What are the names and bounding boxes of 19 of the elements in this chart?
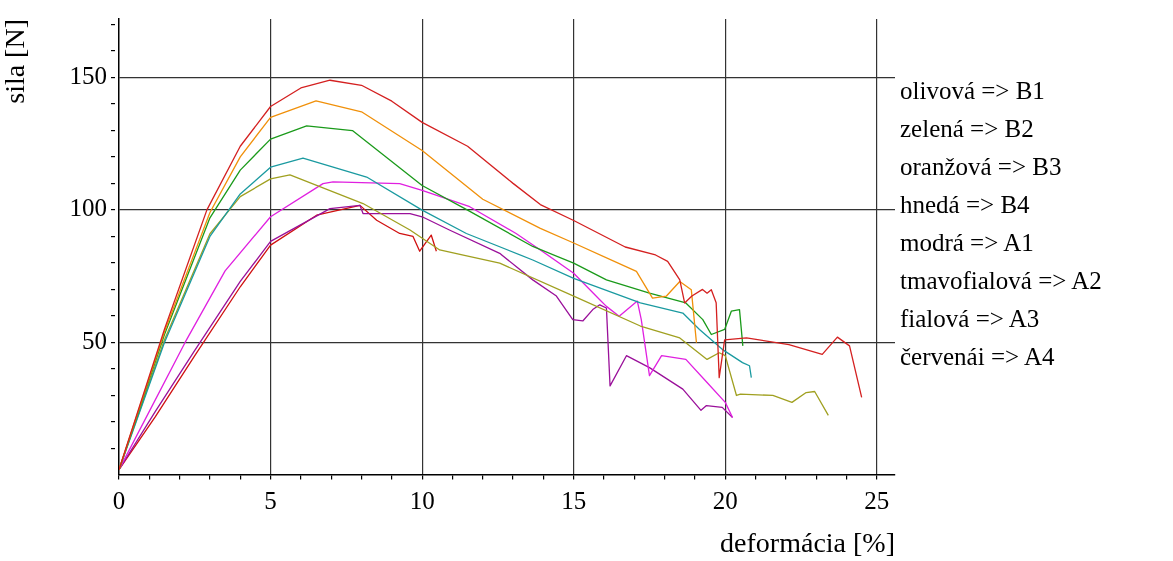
y-axis-title: sila [N] — [0, 19, 31, 104]
x-tick-label: 5 — [264, 486, 277, 514]
y-tick-label: 100 — [69, 194, 107, 222]
x-tick-label: 10 — [409, 486, 435, 514]
x-tick-label: 25 — [864, 486, 890, 514]
text: olivová => B1 — [900, 76, 1046, 106]
text: zelená => B2 — [900, 114, 1035, 144]
x-tick-label: 20 — [712, 486, 738, 514]
x-tick-label: 0 — [112, 486, 126, 514]
text: tmavofialová => A2 — [900, 266, 1102, 296]
text: hnedá => B4 — [900, 190, 1031, 220]
text: oranžová => B3 — [900, 152, 1063, 182]
y-tick-label: 150 — [69, 61, 107, 89]
y-tick-label: 50 — [82, 327, 107, 354]
x-axis-title: deformácia [%] — [720, 526, 895, 558]
text: fialová => A3 — [900, 304, 1041, 334]
x-tick-label: 15 — [561, 486, 587, 514]
text: červenái => A4 — [900, 342, 1056, 372]
text: modrá => A1 — [900, 228, 1035, 258]
